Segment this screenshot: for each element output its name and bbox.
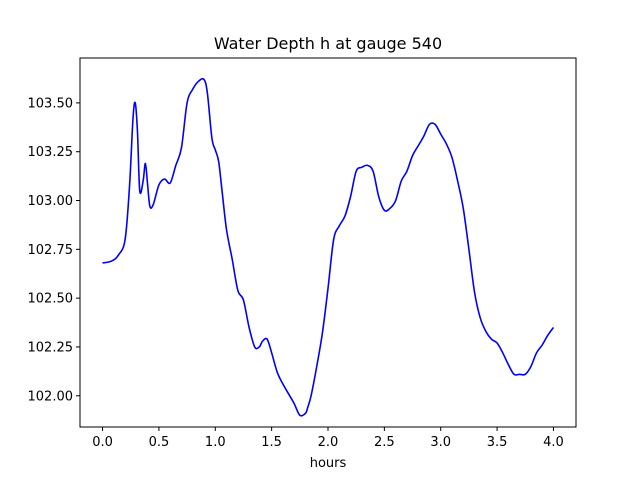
x-tick-label: 2.5 [374,435,395,450]
x-tick-label: 0.5 [149,435,170,450]
x-tick-label: 2.0 [318,435,339,450]
series-line-0 [102,77,555,417]
x-tick-label: 4.0 [543,435,564,450]
x-tick-label: 0.0 [92,435,113,450]
plot-area [102,77,555,417]
x-tick-label: 1.0 [205,435,226,450]
x-tick-label: 3.0 [430,435,451,450]
x-tick-label: 3.5 [487,435,508,450]
y-tick-label: 103.50 [28,96,74,111]
x-axis: 0.0 0.5 1.0 1.5 2.0 2.5 3.0 3.5 4.0 [92,427,564,450]
x-axis-label: hours [310,456,347,471]
y-tick-label: 102.00 [28,389,74,404]
y-tick-label: 102.75 [28,243,74,258]
y-tick-label: 103.25 [28,145,74,160]
chart-title: Water Depth h at gauge 540 [214,34,442,53]
y-tick-label: 102.50 [28,292,74,307]
y-axis: 102.00 102.25 102.50 102.75 103.00 103.25 103.… [28,96,80,404]
plot-frame [79,57,577,428]
x-tick-label: 1.5 [261,435,282,450]
y-tick-label: 103.00 [28,194,74,209]
y-tick-label: 102.25 [28,340,74,355]
